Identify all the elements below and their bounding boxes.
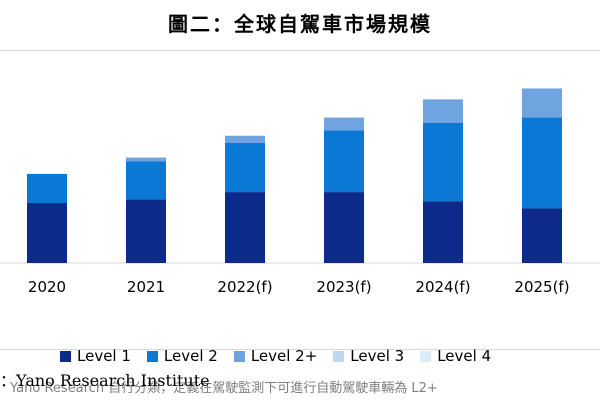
bar-segment-level-2--4 xyxy=(423,99,463,123)
legend-item: Level 1 xyxy=(60,347,131,365)
bar-segment-level-2-5 xyxy=(522,117,562,209)
bar-segment-level-1-3 xyxy=(324,192,364,263)
chart-title: 圖二：全球自駕車市場規模 xyxy=(168,12,432,36)
legend-swatch xyxy=(60,350,71,362)
legend-item: Level 4 xyxy=(420,347,491,365)
x-tick-label: 2020 xyxy=(28,278,66,296)
x-tick-label: 2025(f) xyxy=(514,278,569,296)
legend-label: Level 2+ xyxy=(250,347,318,365)
legend-item: Level 3 xyxy=(333,347,404,365)
bar-segment-level-1-0 xyxy=(27,203,67,263)
bar-segment-level-2-0 xyxy=(27,173,67,203)
source-text: ：Yano Research Institute xyxy=(0,371,210,390)
chart-area: 2020 2021 2022(f) 2023(f) 2024(f) 2025(f) Lev… xyxy=(0,50,600,396)
legend-label: Level 3 xyxy=(350,347,405,365)
legend-label: Level 1 xyxy=(77,347,131,365)
legend-swatch xyxy=(146,350,158,362)
legend-swatch xyxy=(233,350,245,362)
legend-swatch xyxy=(420,350,432,362)
bar-segment-level-2-3 xyxy=(324,130,364,193)
x-tick-label: 2021 xyxy=(127,278,165,296)
bar-segment-level-1-2 xyxy=(225,192,265,263)
legend-item: Level 2 xyxy=(146,347,218,365)
bar-segment-level-2--5 xyxy=(522,88,562,118)
chart-legend: Level 1 Level 2 Level 2+ Level 3 Level 4 xyxy=(60,347,491,365)
bar-segment-level-2-2 xyxy=(225,143,265,193)
legend-label: Level 2 xyxy=(163,347,218,365)
bar-segment-level-1-1 xyxy=(126,199,166,263)
legend-item: Level 2+ xyxy=(233,347,318,365)
stacked-bar-chart: 2020 2021 2022(f) 2023(f) 2024(f) 2025(f) xyxy=(0,88,600,296)
x-tick-label: 2024(f) xyxy=(415,278,470,296)
bar-segment-level-2-1 xyxy=(126,161,166,200)
bar-segment-level-2--2 xyxy=(225,135,265,143)
legend-swatch xyxy=(333,350,345,362)
bar-segment-level-2--1 xyxy=(126,157,166,162)
bar-segment-level-1-4 xyxy=(423,201,463,263)
x-tick-label: 2023(f) xyxy=(316,278,371,296)
bar-segment-level-2--3 xyxy=(324,117,364,131)
chart-note: Yano Research 自行分類，定義在駕駛監測下可進行自動駕駛車輛為 L2… xyxy=(10,381,438,396)
bar-segment-level-2-4 xyxy=(423,123,463,202)
bar-segment-level-1-5 xyxy=(522,208,562,263)
legend-label: Level 4 xyxy=(437,347,492,365)
x-tick-label: 2022(f) xyxy=(217,278,272,296)
